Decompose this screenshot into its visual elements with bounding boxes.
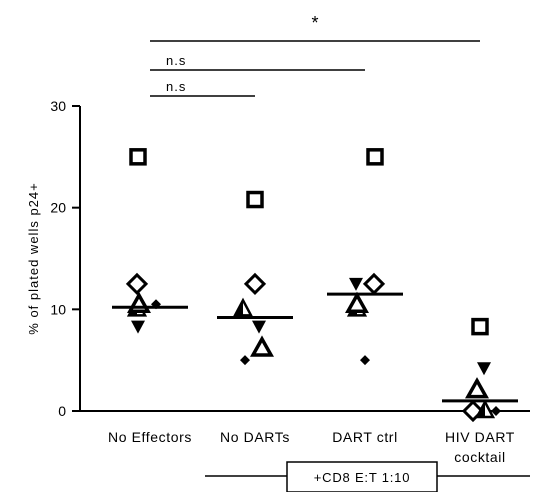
x-tick-label: DART ctrl xyxy=(332,429,398,445)
axes: 0 10 20 30 % of plated wells p24+ No Effector… xyxy=(26,98,530,465)
point-triangle-fill xyxy=(235,300,243,316)
point-triangle-down xyxy=(131,320,145,334)
significance-label: * xyxy=(311,13,318,33)
x-tick-label: No Effectors xyxy=(108,429,192,445)
data-point-open-square xyxy=(246,190,264,209)
data-point-triangle-open xyxy=(250,335,274,357)
data-point-open-square xyxy=(366,148,384,166)
point-diamond xyxy=(243,272,267,296)
point-diamond-filled xyxy=(360,355,370,366)
x-tick-label: cocktail xyxy=(454,449,505,465)
y-tick-label: 20 xyxy=(50,200,66,216)
point-triangle-open xyxy=(250,335,274,357)
data-point-triangle-down xyxy=(131,320,145,334)
point-triangle-down xyxy=(252,320,266,334)
data-point-triangle-down xyxy=(349,277,363,291)
data-point-diamond-filled xyxy=(491,406,501,416)
data-point-diamond-filled xyxy=(360,355,370,366)
y-axis-label: % of plated wells p24+ xyxy=(26,182,41,334)
data-point-open-square xyxy=(471,317,489,336)
data-point-triangle-down xyxy=(477,362,491,376)
point-diamond xyxy=(362,272,386,296)
data-point-diamond-half xyxy=(125,272,149,296)
significance-bars: n.s n.s * xyxy=(150,13,480,97)
point-square xyxy=(366,148,384,166)
bracket-label-box xyxy=(286,461,438,492)
data-point-triangle-down xyxy=(252,320,266,334)
data-point-diamond-half xyxy=(243,272,267,296)
data-points xyxy=(112,148,518,423)
point-triangle-fill xyxy=(477,402,485,417)
y-tick-label: 10 xyxy=(50,301,66,317)
y-tick-label: 0 xyxy=(58,403,66,419)
point-diamond-filled xyxy=(491,406,501,416)
treatment-bracket: +CD8 E:T 1:10 xyxy=(205,461,530,492)
point-diamond-filled xyxy=(240,355,250,366)
data-point-open-square xyxy=(129,148,147,166)
point-square xyxy=(246,190,264,209)
data-point-triangle-half xyxy=(232,297,254,317)
point-diamond xyxy=(125,272,149,296)
point-triangle-down xyxy=(477,362,491,376)
point-triangle-down xyxy=(349,277,363,291)
x-tick-label: No DARTs xyxy=(220,429,290,445)
significance-label: n.s xyxy=(166,79,186,94)
bracket-label: +CD8 E:T 1:10 xyxy=(314,470,411,485)
data-point-triangle-open xyxy=(465,377,489,399)
data-point-triangle-open xyxy=(345,291,369,313)
point-triangle-open xyxy=(345,291,369,313)
data-point-diamond-filled xyxy=(240,355,250,366)
x-tick-label: HIV DART xyxy=(445,429,515,445)
point-square xyxy=(471,317,489,336)
data-point-triangle-open xyxy=(127,291,151,313)
data-point-diamond-half xyxy=(362,272,386,296)
y-tick-label: 30 xyxy=(50,98,66,114)
point-triangle-open xyxy=(127,291,151,313)
significance-label: n.s xyxy=(166,53,186,68)
data-point-triangle-half xyxy=(474,399,496,419)
point-triangle-open xyxy=(465,377,489,399)
point-square xyxy=(129,148,147,166)
